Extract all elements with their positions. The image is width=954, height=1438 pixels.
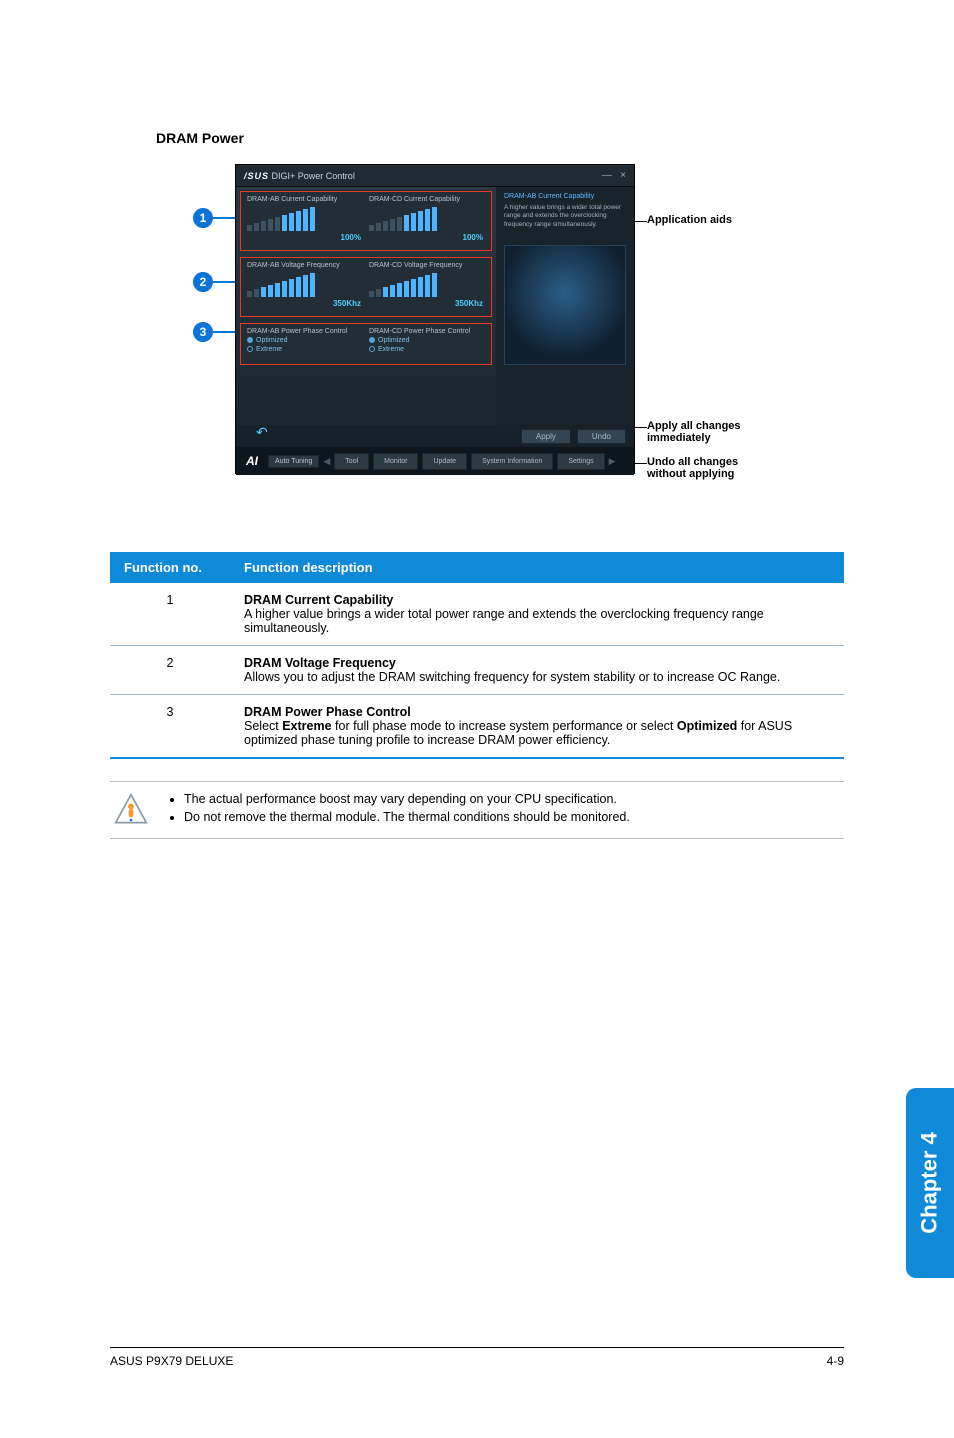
p2a-title: DRAM-AB Voltage Frequency — [247, 262, 363, 269]
callout-badge-3: 3 — [193, 322, 213, 342]
cell-desc: DRAM Current Capability A higher value b… — [230, 583, 844, 646]
undo-button[interactable]: Undo — [577, 429, 626, 444]
nav-left-icon[interactable]: ◀ — [323, 456, 330, 467]
label-application-aids: Application aids — [647, 214, 732, 226]
p2b-value: 350Khz — [455, 299, 483, 308]
radio-extreme-b[interactable]: Extreme — [369, 346, 485, 353]
undo-arrow-icon[interactable]: ↶ — [256, 424, 268, 441]
label-undo-all: Undo all changes without applying — [647, 456, 738, 480]
app-titlebar: /SUS DIGI+ Power Control — × — [236, 165, 634, 187]
app-window: /SUS DIGI+ Power Control — × DRAM-AB Cur… — [235, 164, 635, 474]
p1b-title: DRAM-CD Current Capability — [369, 196, 485, 203]
note-item: Do not remove the thermal module. The th… — [184, 810, 630, 824]
callout-line-2 — [213, 281, 237, 283]
chapter-tab: Chapter 4 — [906, 1088, 954, 1278]
bars-1a[interactable] — [247, 207, 363, 231]
table-row: 3 DRAM Power Phase Control Select Extrem… — [110, 695, 844, 759]
cell-num: 2 — [110, 646, 230, 695]
p2b-title: DRAM-CD Voltage Frequency — [369, 262, 485, 269]
callout-badge-2: 2 — [193, 272, 213, 292]
sysinfo-button[interactable]: System Information — [471, 453, 553, 470]
info-text: A higher value brings a wider total powe… — [504, 204, 626, 229]
radio-optimized-b[interactable]: Optimized — [369, 337, 485, 344]
footer-right: 4-9 — [827, 1354, 844, 1368]
ai-logo: AI — [246, 454, 258, 468]
p1a-value: 100% — [341, 233, 361, 242]
callout-line-1 — [213, 217, 237, 219]
radio-optimized-a[interactable]: Optimized — [247, 337, 363, 344]
th-function-desc: Function description — [230, 552, 844, 583]
function-table: Function no. Function description 1 DRAM… — [110, 552, 844, 759]
panel-current-capability: DRAM-AB Current Capability 100% DRAM-CD … — [240, 191, 492, 251]
callout-line-3 — [213, 331, 237, 333]
bars-2b[interactable] — [369, 273, 485, 297]
page-footer: ASUS P9X79 DELUXE 4-9 — [110, 1347, 844, 1368]
radio-extreme-a[interactable]: Extreme — [247, 346, 363, 353]
bars-2a[interactable] — [247, 273, 363, 297]
bars-1b[interactable] — [369, 207, 485, 231]
caution-icon — [114, 792, 148, 826]
panel-phase-control: DRAM-AB Power Phase Control Optimized Ex… — [240, 323, 492, 365]
close-icon[interactable]: × — [620, 170, 626, 181]
brand-logo: /SUS — [244, 171, 269, 181]
note-item: The actual performance boost may vary de… — [184, 792, 630, 806]
tool-button[interactable]: Tool — [334, 453, 369, 470]
cell-desc: DRAM Power Phase Control Select Extreme … — [230, 695, 844, 759]
note-box: The actual performance boost may vary de… — [110, 781, 844, 839]
cell-num: 3 — [110, 695, 230, 759]
auto-tuning-button[interactable]: Auto Tuning — [268, 455, 319, 468]
panel-voltage-frequency: DRAM-AB Voltage Frequency 350Khz DRAM-CD… — [240, 257, 492, 317]
window-title: DIGI+ Power Control — [272, 171, 355, 181]
chip-illustration — [504, 245, 626, 365]
nav-right-icon[interactable]: ▶ — [609, 456, 616, 467]
monitor-button[interactable]: Monitor — [373, 453, 418, 470]
p2a-value: 350Khz — [333, 299, 361, 308]
update-button[interactable]: Update — [422, 453, 467, 470]
p3a-title: DRAM-AB Power Phase Control — [247, 328, 363, 335]
info-header: DRAM-AB Current Capability — [504, 193, 626, 200]
table-row: 2 DRAM Voltage Frequency Allows you to a… — [110, 646, 844, 695]
p1b-value: 100% — [463, 233, 483, 242]
callout-badge-1: 1 — [193, 208, 213, 228]
footer-left: ASUS P9X79 DELUXE — [110, 1354, 233, 1368]
p3b-title: DRAM-CD Power Phase Control — [369, 328, 485, 335]
apply-button[interactable]: Apply — [521, 429, 571, 444]
cell-desc: DRAM Voltage Frequency Allows you to adj… — [230, 646, 844, 695]
info-pane: DRAM-AB Current Capability A higher valu… — [496, 187, 634, 425]
table-row: 1 DRAM Current Capability A higher value… — [110, 583, 844, 646]
screenshot-area: 1 2 3 /SUS DIGI+ Power Control — × — [185, 164, 825, 504]
p1a-title: DRAM-AB Current Capability — [247, 196, 363, 203]
settings-button[interactable]: Settings — [557, 453, 604, 470]
label-apply-all: Apply all changes immediately — [647, 420, 741, 444]
cell-num: 1 — [110, 583, 230, 646]
section-heading: DRAM Power — [156, 130, 844, 146]
th-function-no: Function no. — [110, 552, 230, 583]
minimize-icon[interactable]: — — [602, 170, 612, 181]
